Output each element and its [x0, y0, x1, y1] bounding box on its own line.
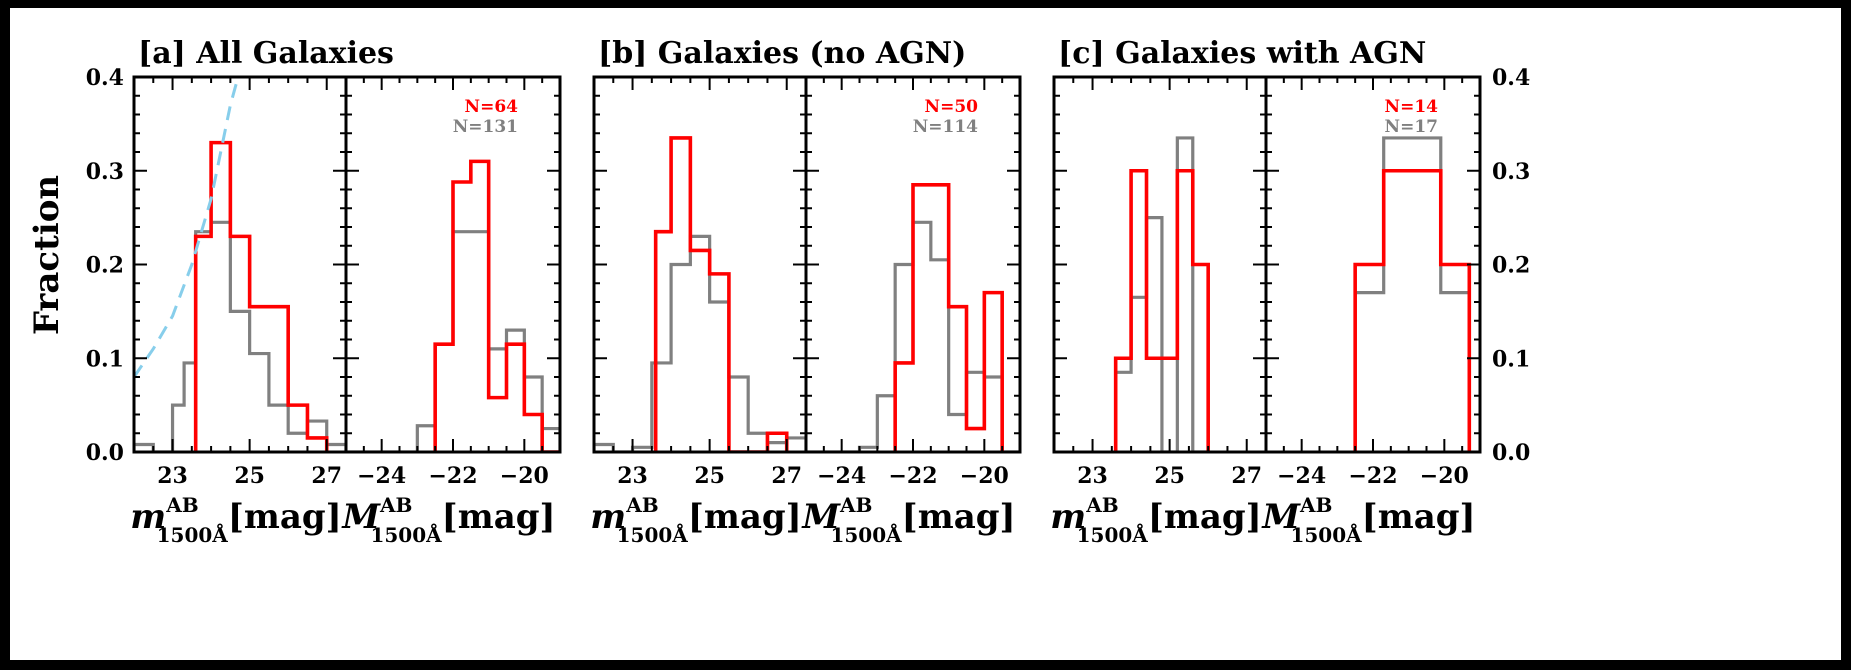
x-axis-sub: 1500Å: [1290, 523, 1362, 547]
x-axis-symbol: M: [801, 497, 841, 537]
x-tick-label: −20: [500, 463, 549, 489]
panel-title: [c] Galaxies with AGN: [1058, 36, 1426, 71]
x-tick-label: −24: [817, 463, 866, 489]
x-axis-symbol: M: [341, 497, 381, 537]
x-axis-sup: AB: [625, 493, 658, 517]
x-axis-sup: AB: [165, 493, 198, 517]
series-comparison-step: [346, 230, 560, 452]
plot-area: [1353, 136, 1472, 452]
y-tick-label-right: 0.2: [1492, 253, 1530, 279]
x-axis-unit: [mag]: [442, 497, 556, 537]
x-axis-sub: 1500Å: [157, 523, 229, 547]
x-tick-label: 23: [617, 463, 648, 489]
x-axis-sub: 1500Å: [830, 523, 902, 547]
panel-3: 23 25 27[b] Galaxies (no AGN)mAB 1500Å[mag]: [590, 36, 966, 547]
x-axis-unit: [mag]: [688, 497, 802, 537]
panel-1: 23 25 27 0.0 0.1 0.2 0.3 0.4 [a] All Galaxies mAB…: [86, 36, 394, 547]
x-axis-unit: [mag]: [902, 497, 1016, 537]
x-axis-symbol: M: [1261, 497, 1301, 537]
x-tick-label: 25: [234, 463, 265, 489]
x-axis-label: MAB 1500Å[mag]: [1261, 493, 1475, 547]
plot-area: [346, 159, 560, 452]
x-tick-label: −24: [357, 463, 406, 489]
figure-background: [10, 8, 1841, 660]
series-fit-curve: [134, 77, 240, 378]
y-tick-label: 0.0: [86, 440, 124, 466]
y-tick-label-right: 0.4: [1492, 65, 1530, 91]
y-tick-label: 0.3: [86, 159, 124, 185]
y-axis-label: Fraction: [27, 175, 67, 335]
x-axis-sup: AB: [839, 493, 872, 517]
x-tick-label: −22: [888, 463, 937, 489]
x-tick-label: −24: [1277, 463, 1326, 489]
x-tick-label: 27: [1231, 463, 1262, 489]
x-axis-symbol: m: [590, 497, 626, 537]
count-label: N=131: [453, 117, 518, 137]
x-axis-label: mAB 1500Å[mag]: [1050, 493, 1262, 547]
x-tick-label: 25: [1154, 463, 1185, 489]
panel-6: −24 −22 −20 0.0 0.1 0.2 0.3 0.4 N=14N=17 MAB 1500Å…: [1261, 65, 1530, 547]
panels: 23 25 270.00.10.20.30.4[a] All GalaxiesmAB…: [86, 36, 1531, 547]
series-comparison-step: [594, 234, 806, 452]
x-axis-label: mAB 1500Å[mag]: [590, 493, 802, 547]
x-tick-label: −20: [1420, 463, 1469, 489]
series-primary-step: [1353, 168, 1472, 452]
y-tick-label-right: 0.1: [1492, 346, 1530, 372]
x-axis-sub: 1500Å: [370, 523, 442, 547]
count-label: N=14: [1385, 97, 1439, 117]
x-axis-sup: AB: [1085, 493, 1118, 517]
series-primary-step: [433, 159, 560, 452]
x-axis-symbol: m: [1050, 497, 1086, 537]
count-label: N=50: [925, 97, 979, 117]
panel-2: −24 −22 −20 N=64N=131 MAB 1500Å[mag]: [341, 75, 562, 547]
y-tick-label-right: 0.0: [1492, 440, 1530, 466]
x-tick-label: 25: [694, 463, 725, 489]
panel-title: [b] Galaxies (no AGN): [598, 36, 966, 71]
x-tick-label: 23: [1077, 463, 1108, 489]
x-axis-unit: [mag]: [228, 497, 342, 537]
plot-area: [1113, 136, 1210, 452]
x-tick-label: 27: [311, 463, 342, 489]
series-primary-step: [1113, 168, 1210, 452]
x-axis-unit: [mag]: [1362, 497, 1476, 537]
y-tick-label: 0.2: [86, 253, 124, 279]
x-tick-label: −20: [960, 463, 1009, 489]
panel-title: [a] All Galaxies: [138, 36, 394, 71]
series-comparison-step: [1114, 136, 1209, 452]
x-tick-label: 27: [771, 463, 802, 489]
x-axis-sup: AB: [379, 493, 412, 517]
series-primary-step: [653, 136, 789, 452]
x-axis-sub: 1500Å: [617, 523, 689, 547]
x-tick-label: 23: [157, 463, 188, 489]
x-axis-sub: 1500Å: [1077, 523, 1149, 547]
count-label: N=17: [1385, 117, 1438, 137]
x-axis-unit: [mag]: [1148, 497, 1262, 537]
x-axis-label: mAB 1500Å[mag]: [130, 493, 342, 547]
x-axis-symbol: m: [130, 497, 166, 537]
series-primary-step: [193, 140, 329, 452]
x-axis-sup: AB: [1299, 493, 1332, 517]
y-tick-label-right: 0.3: [1492, 159, 1530, 185]
x-axis-label: MAB 1500Å[mag]: [801, 493, 1015, 547]
y-tick-label: 0.1: [86, 346, 124, 372]
count-label: N=114: [913, 117, 978, 137]
count-label: N=64: [465, 97, 519, 117]
series-comparison-step: [1353, 136, 1471, 452]
series-primary-step: [893, 183, 1004, 452]
y-tick-label: 0.4: [86, 65, 124, 91]
x-tick-label: −22: [1348, 463, 1397, 489]
plot-area: [594, 136, 806, 452]
x-tick-label: −22: [428, 463, 477, 489]
panel-4: −24 −22 −20 N=50N=114 MAB 1500Å[mag]: [801, 75, 1022, 547]
x-axis-label: MAB 1500Å[mag]: [341, 493, 555, 547]
